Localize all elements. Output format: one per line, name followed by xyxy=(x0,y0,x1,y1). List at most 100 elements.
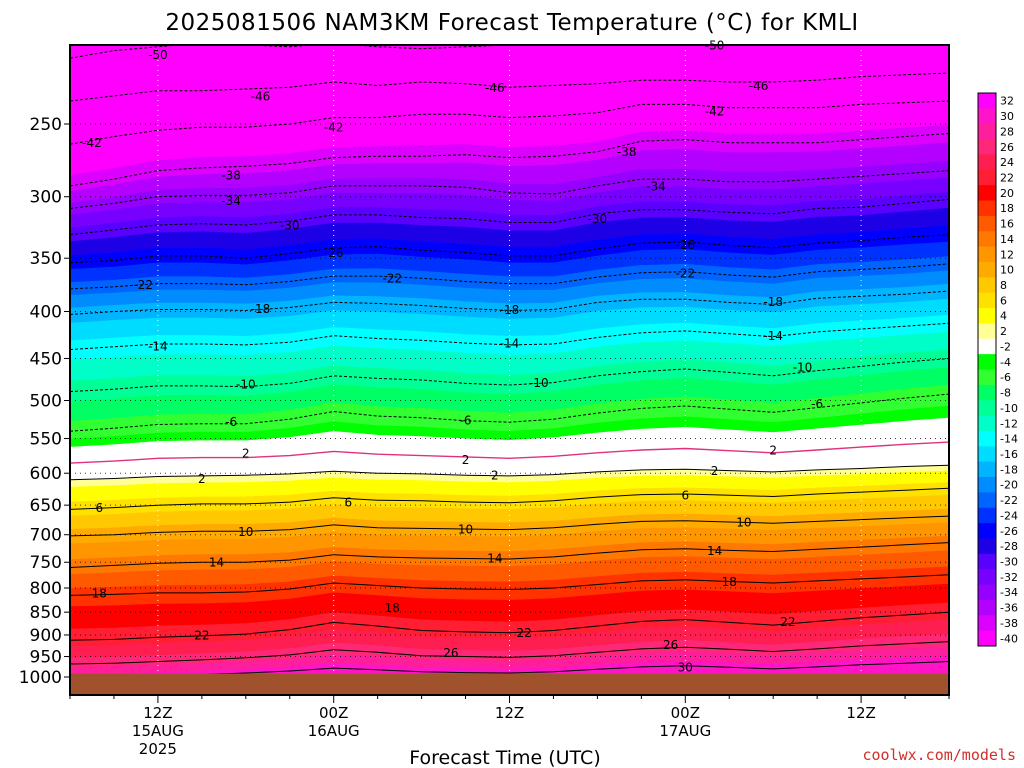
colorbar-swatch xyxy=(978,369,996,386)
isotherm-line xyxy=(70,542,949,568)
colorbar-label: -14 xyxy=(1000,433,1018,446)
contour-label: -10 xyxy=(236,378,256,392)
isotherm-line xyxy=(70,100,949,145)
contour-label: -10 xyxy=(793,361,813,375)
contour-label: 2 xyxy=(769,443,777,457)
contour-label: 14 xyxy=(209,556,224,570)
contour-label: -42 xyxy=(82,136,102,150)
contour-label: -22 xyxy=(382,272,402,286)
colorbar-label: -30 xyxy=(1000,556,1018,569)
colorbar-label: -34 xyxy=(1000,586,1018,599)
colorbar-swatch xyxy=(978,308,996,324)
colorbar-label: 16 xyxy=(1000,218,1014,231)
x-tick-label: 16AUG xyxy=(308,722,360,740)
colorbar-label: -4 xyxy=(1000,356,1011,369)
x-tick-label: 17AUG xyxy=(659,722,711,740)
colorbar-swatch xyxy=(978,292,996,309)
y-axis: 250 300 350 400 450 500 550 600 650 700 750 800 850 9… xyxy=(19,115,70,688)
colorbar-label: 22 xyxy=(1000,171,1014,184)
contour-label: -30 xyxy=(588,212,608,226)
colorbar-swatch xyxy=(978,415,996,432)
colorbar-label: -10 xyxy=(1000,402,1018,415)
colorbar-swatch xyxy=(978,169,996,186)
contour-label: -18 xyxy=(251,302,271,316)
contour-label: 6 xyxy=(95,501,103,515)
colorbar-label: -22 xyxy=(1000,494,1018,507)
isotherm-line xyxy=(70,322,949,350)
colorbar-label: 18 xyxy=(1000,202,1014,215)
credit-text[interactable]: coolwx.com/models xyxy=(862,746,1016,764)
colorbar-swatch xyxy=(978,215,996,232)
contour-label: -6 xyxy=(811,397,823,411)
isotherm-line xyxy=(70,487,949,510)
contour-label: -18 xyxy=(500,303,520,317)
contour-label: 2 xyxy=(711,464,719,478)
contour-label: 18 xyxy=(722,575,737,589)
isotherm-line xyxy=(70,393,949,432)
contour-label: 22 xyxy=(194,628,209,642)
contour-label: 26 xyxy=(443,646,458,660)
isotherm-line xyxy=(70,170,949,209)
colorbar-swatch xyxy=(978,569,996,586)
contour-label: -18 xyxy=(763,295,783,309)
y-tick-label: 400 xyxy=(30,302,62,322)
contour-label: -10 xyxy=(529,376,549,390)
isotherm-line xyxy=(70,641,949,665)
colorbar-swatch xyxy=(978,584,996,601)
colorbar-label: 6 xyxy=(1000,294,1007,307)
colorbar-label: -32 xyxy=(1000,571,1018,584)
colorbar-swatch xyxy=(978,323,996,340)
contour-label: -14 xyxy=(500,337,520,351)
temperature-band xyxy=(70,45,511,59)
contour-label: 22 xyxy=(517,626,532,640)
colorbar-swatch xyxy=(978,599,996,616)
contour-label: -22 xyxy=(675,266,695,280)
y-tick-label: 450 xyxy=(30,349,62,369)
isotherm-line xyxy=(70,133,949,187)
colorbar-swatch xyxy=(978,615,996,632)
y-tick-label: 900 xyxy=(30,626,62,646)
colorbar-label: 4 xyxy=(1000,310,1007,323)
x-tick-label: 12Z xyxy=(495,704,524,722)
colorbar-label: 20 xyxy=(1000,187,1014,200)
y-tick-label: 300 xyxy=(30,188,62,208)
contour-label: 18 xyxy=(385,601,400,615)
contour-label: -46 xyxy=(485,81,505,95)
x-axis-title: Forecast Time (UTC) xyxy=(409,747,600,768)
contour-label: 10 xyxy=(736,515,751,529)
colorbar-label: -16 xyxy=(1000,448,1018,461)
colorbar-label: 8 xyxy=(1000,279,1007,292)
y-tick-label: 1000 xyxy=(19,668,62,688)
colorbar-label: -2 xyxy=(1000,340,1011,353)
isotherm-line xyxy=(70,290,949,315)
isotherm-line xyxy=(70,611,949,641)
isotherm-line xyxy=(70,574,949,596)
colorbar-label: 24 xyxy=(1000,156,1014,169)
contour-label: -50 xyxy=(148,48,168,62)
chart-title: 2025081506 NAM3KM Forecast Temperature (… xyxy=(165,10,858,36)
colorbar-swatch xyxy=(978,553,996,570)
y-tick-label: 650 xyxy=(30,496,62,516)
colorbar-swatch xyxy=(978,123,996,140)
y-tick-label: 750 xyxy=(30,553,62,573)
contour-label: 2 xyxy=(198,472,206,486)
contour-label: 6 xyxy=(681,489,689,503)
colorbar-label: -38 xyxy=(1000,617,1018,630)
colorbar-label: -12 xyxy=(1000,417,1018,430)
colorbar-label: -8 xyxy=(1000,387,1011,400)
contour-label: 2 xyxy=(242,446,250,460)
contour-label: -26 xyxy=(675,238,695,252)
grid-lines xyxy=(70,45,949,695)
colorbar-swatch xyxy=(978,231,996,248)
contour-label: -34 xyxy=(221,194,241,208)
colorbar-frame xyxy=(977,92,997,647)
colorbar-swatch xyxy=(978,630,996,647)
colorbar-swatch xyxy=(978,108,996,125)
x-tick-label: 12Z xyxy=(846,704,875,722)
colorbar-swatch xyxy=(978,384,996,401)
colorbar-swatch xyxy=(978,461,996,478)
contour-label: 30 xyxy=(678,660,693,674)
contour-label: -30 xyxy=(280,218,300,232)
x-tick-label: 15AUG xyxy=(132,722,184,740)
